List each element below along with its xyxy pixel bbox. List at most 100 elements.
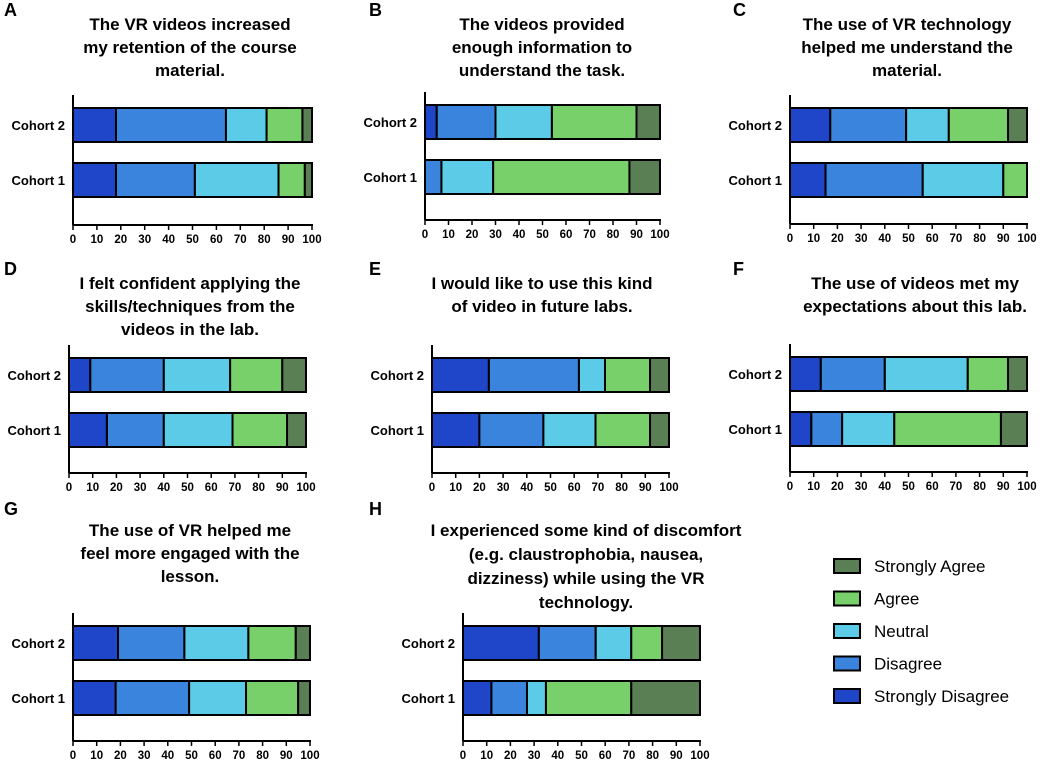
panel-f: F The use of videos met my expectations ab… xyxy=(729,259,1037,493)
panel-d-bar-cohort-2-neutral xyxy=(162,357,232,393)
panel-h-bar-cohort-2-agree xyxy=(630,625,664,661)
panel-a-bar-cohort-2-strongly-agree xyxy=(301,107,314,143)
panel-f-bar-cohort-2-neutral xyxy=(883,356,969,392)
panel-g-bar-cohort-1-strongly-agree xyxy=(297,680,311,716)
panel-e-x-tick-label: 70 xyxy=(592,482,605,494)
panel-a-x-tick-label: 60 xyxy=(210,234,223,246)
panel-h-bar-cohort-1-disagree xyxy=(490,680,528,716)
panel-c-letter: C xyxy=(733,0,746,20)
panel-a-bar-cohort-1-strongly-agree xyxy=(303,162,313,198)
panel-d-x-tick-label: 80 xyxy=(252,482,265,494)
legend-swatch-strongly-disagree xyxy=(833,688,861,704)
panel-f-x-tick-label: 10 xyxy=(807,481,820,493)
panel-d-title-line: videos in the lab. xyxy=(121,320,259,339)
panel-a-bar-cohort-2-disagree xyxy=(115,107,227,143)
panel-d-x-tick-label: 20 xyxy=(110,482,123,494)
panel-f-x-tick-label: 40 xyxy=(878,481,891,493)
panel-c: C The use of VR technology helped me under… xyxy=(729,0,1037,245)
panel-e-x-tick-label: 90 xyxy=(639,482,652,494)
panel-f-category-label: Cohort 2 xyxy=(729,367,782,382)
panel-b-bar-cohort-2-agree xyxy=(550,104,638,140)
panel-g-x-tick-label: 100 xyxy=(300,750,319,760)
panel-e: E I would like to use this kind of video i… xyxy=(369,259,679,494)
legend-swatch-disagree xyxy=(833,655,861,672)
panel-c-title-line: The use of VR technology xyxy=(803,15,1012,34)
panel-c-x-tick-label: 30 xyxy=(855,233,868,245)
legend-swatch-neutral xyxy=(833,623,861,639)
panel-c-bar-cohort-2-strongly-disagree xyxy=(789,107,832,143)
panel-h-bar-cohort-1-strongly-disagree xyxy=(462,680,493,716)
panel-e-x-tick-label: 80 xyxy=(615,482,628,494)
panel-d-x-tick-label: 90 xyxy=(276,482,289,494)
panel-c-x-tick-label: 90 xyxy=(997,233,1010,245)
panel-d-x-tick-label: 40 xyxy=(157,482,170,494)
panel-e-bar-cohort-2-strongly-disagree xyxy=(431,357,490,393)
panel-a-x-tick-label: 80 xyxy=(258,234,271,246)
panel-d-bar-cohort-2-disagree xyxy=(89,357,165,393)
panel-c-bar-cohort-1-agree xyxy=(1002,162,1028,198)
panel-g-title-line: lesson. xyxy=(161,567,220,586)
panel-f-category-label: Cohort 1 xyxy=(729,422,782,437)
panel-d-x-tick-label: 60 xyxy=(205,482,218,494)
panel-b-x-tick-label: 40 xyxy=(513,229,526,241)
panel-f-bar-cohort-2-agree xyxy=(966,356,1010,392)
panel-c-title-line: helped me understand the xyxy=(801,38,1013,57)
panel-d-title-line: skills/techniques from the xyxy=(85,297,295,316)
panel-e-x-tick-label: 20 xyxy=(473,482,486,494)
panel-h-bar-cohort-1-strongly-agree xyxy=(630,680,702,716)
panel-a-bar-cohort-2-strongly-disagree xyxy=(72,107,118,143)
panel-a-title-line: my retention of the course xyxy=(83,38,296,57)
panel-f-x-tick-label: 80 xyxy=(973,481,986,493)
panel-e-x-tick-label: 60 xyxy=(568,482,581,494)
panel-b-x-tick-label: 50 xyxy=(536,229,549,241)
panel-f-x-tick-label: 90 xyxy=(997,481,1010,493)
panel-g-category-label: Cohort 1 xyxy=(12,691,65,706)
panel-h-title-line: dizziness) while using the VR xyxy=(467,569,704,588)
panel-c-x-tick-label: 80 xyxy=(973,233,986,245)
panel-c-x-tick-label: 60 xyxy=(926,233,939,245)
panel-f-title-line: The use of videos met my xyxy=(811,274,1019,293)
panel-g-bar-cohort-1-disagree xyxy=(114,680,191,716)
panel-f-bar-cohort-1-agree xyxy=(893,411,1002,447)
legend-swatch-strongly-agree xyxy=(833,558,861,574)
panel-b: B The videos provided enough information t… xyxy=(364,0,670,241)
panel-b-bar-cohort-2-strongly-agree xyxy=(635,104,661,140)
panel-f-bar-cohort-2-disagree xyxy=(819,356,886,392)
panel-d-x-tick-label: 30 xyxy=(134,482,147,494)
panel-h-title-line: I experienced some kind of discomfort xyxy=(431,521,742,540)
panel-b-title-line: The videos provided xyxy=(459,15,624,34)
panel-e-x-tick-label: 40 xyxy=(520,482,533,494)
legend-label-strongly-disagree: Strongly Disagree xyxy=(874,687,1009,706)
panel-g-letter: G xyxy=(4,499,18,519)
panel-h-bar-cohort-2-strongly-agree xyxy=(661,625,702,661)
panel-b-x-tick-label: 20 xyxy=(466,229,479,241)
panel-e-bar-cohort-2-disagree xyxy=(487,357,580,393)
panel-g-x-tick-label: 20 xyxy=(114,750,127,760)
panel-e-bar-cohort-2-strongly-agree xyxy=(649,357,670,393)
panel-a-title-line: The VR videos increased xyxy=(89,15,290,34)
panel-h: H I experienced some kind of discomfort (e… xyxy=(369,499,742,760)
legend-label-neutral: Neutral xyxy=(874,622,929,641)
panel-f-bar-cohort-1-strongly-agree xyxy=(999,411,1028,447)
panel-h-title-line: (e.g. claustrophobia, nausea, xyxy=(469,545,703,564)
panel-a-x-tick-label: 50 xyxy=(186,234,199,246)
panel-h-x-tick-label: 20 xyxy=(504,750,517,760)
panel-h-x-tick-label: 60 xyxy=(599,750,612,760)
panel-h-category-label: Cohort 2 xyxy=(402,636,455,651)
panel-a-bar-cohort-1-disagree xyxy=(115,162,196,198)
panel-b-title-line: enough information to xyxy=(452,38,632,57)
panel-b-x-tick-label: 10 xyxy=(442,229,455,241)
panel-c-bar-cohort-2-neutral xyxy=(905,107,950,143)
panel-b-bar-cohort-1-disagree xyxy=(424,159,443,195)
panel-e-title-line: of video in future labs. xyxy=(451,297,632,316)
panel-a-bar-cohort-1-strongly-disagree xyxy=(72,162,118,198)
panel-b-category-label: Cohort 2 xyxy=(364,115,417,130)
panel-g-bar-cohort-2-neutral xyxy=(183,625,250,661)
panel-a-x-tick-label: 100 xyxy=(302,234,321,246)
panel-e-letter: E xyxy=(369,259,381,279)
panel-a-x-tick-label: 30 xyxy=(138,234,151,246)
panel-a-x-tick-label: 10 xyxy=(91,234,104,246)
panel-b-x-tick-label: 30 xyxy=(489,229,502,241)
panel-d-title-line: I felt confident applying the xyxy=(80,274,301,293)
panel-c-title-line: material. xyxy=(872,61,942,80)
